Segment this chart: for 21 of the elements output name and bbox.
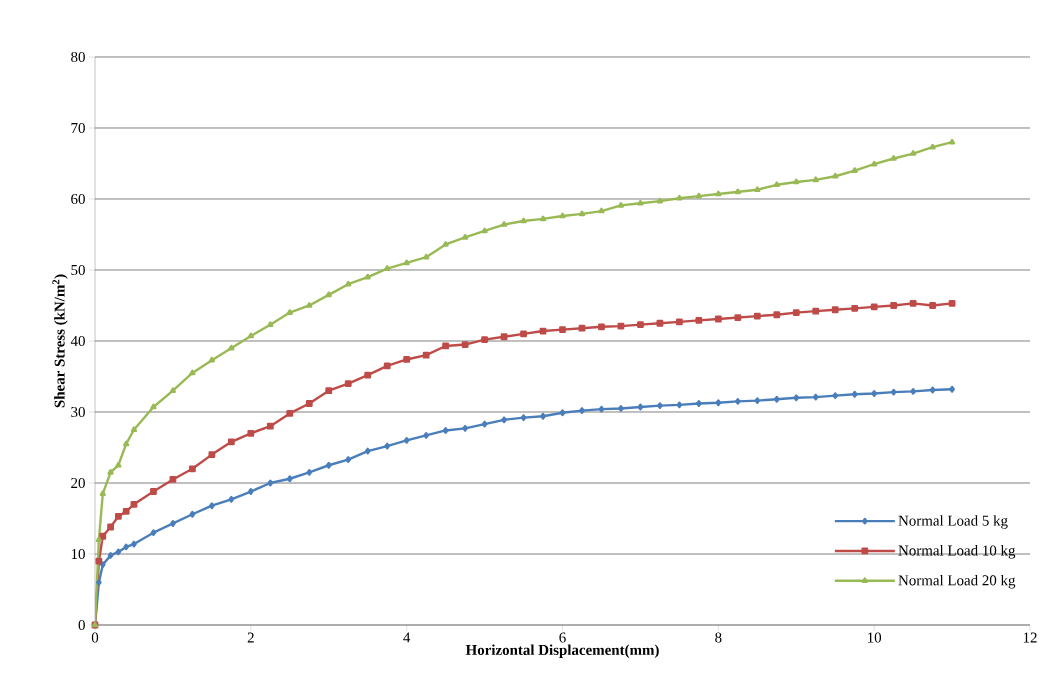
- x-tick-label: 12: [1023, 632, 1037, 643]
- y-tick-label: 0: [78, 619, 85, 631]
- y-tick-label: 60: [71, 193, 85, 205]
- y-tick-label: 50: [71, 264, 85, 276]
- x-tick-label: 4: [403, 632, 411, 643]
- y-tick-label: 80: [71, 51, 85, 63]
- legend-label: Normal Load 10 kg: [898, 545, 1016, 559]
- x-axis-title: Horizontal Displacement(mm): [465, 644, 659, 658]
- y-tick-label: 70: [71, 122, 85, 134]
- legend-label: Normal Load 20 kg: [898, 574, 1016, 589]
- x-tick-label: 2: [247, 632, 254, 643]
- x-tick-label: 8: [715, 632, 722, 643]
- x-tick-label: 6: [559, 632, 566, 643]
- legend-label: Normal Load 5 kg: [898, 515, 1008, 529]
- x-tick-label: 10: [868, 632, 882, 643]
- y-tick-label: 30: [71, 406, 85, 418]
- x-tick-label: 0: [91, 632, 99, 643]
- y-axis-title: Shear Stress (kN/m$^{2}$): [52, 274, 68, 408]
- y-tick-label: 20: [71, 477, 85, 489]
- y-tick-label: 10: [71, 548, 85, 560]
- y-tick-label: 40: [70, 335, 85, 347]
